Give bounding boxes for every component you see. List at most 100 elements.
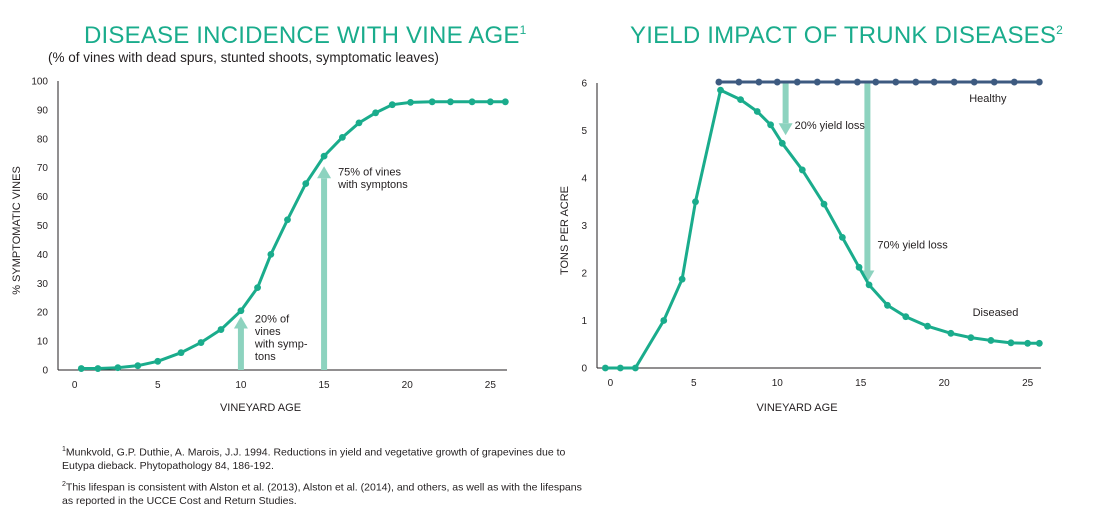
chart1-data-point [355,119,363,127]
chart2-data-point [773,78,781,86]
chart2-y-axis-label: TONS PER ACRE [559,186,571,275]
chart2-title: YIELD IMPACT OF TRUNK DISEASES2 [630,22,1063,50]
chart1-annotation-text-1: vines [255,326,281,338]
footnote-2-text: This lifespan is consistent with Alston … [62,481,582,508]
chart1-x-tick-label: 15 [319,380,331,391]
chart2-x-tick-label: 15 [855,378,867,389]
chart2-x-tick-label: 10 [772,378,784,389]
chart2-data-point [990,78,998,86]
footnote-2: 2This lifespan is consistent with Alston… [62,478,582,509]
chart2-data-point [853,78,861,86]
chart2-x-tick-label: 0 [608,378,614,389]
chart1-annotation-text-2: with symptons [337,179,408,191]
chart1-data-point [134,362,142,370]
chart2-x-tick-label: 25 [1022,378,1034,389]
chart2-data-point [1010,78,1018,86]
chart2-data-point [967,334,975,341]
chart2-data-point [833,78,841,86]
chart2-data-point [947,329,955,337]
chart2-y-tick-label: 4 [581,174,587,185]
chart1-y-tick-label: 10 [37,337,49,348]
chart1-annotation-text-1: 20% of [255,314,290,326]
footnote-1-marker: 1 [62,446,66,453]
chart1-x-axis-label: VINEYARD AGE [220,402,301,414]
chart2-data-point [892,78,900,86]
chart2-data-point [1007,339,1015,347]
chart2-data-point [793,78,801,86]
chart2-data-point [912,78,920,86]
chart1-data-point [114,364,122,372]
chart2-series-label-healthy: Healthy [969,93,1007,105]
chart2-data-point [970,78,978,86]
chart1-data-point [501,98,509,106]
chart1-x-tick-label: 0 [72,380,78,391]
chart1-data-point [237,307,245,315]
chart1-data-point [94,365,102,372]
chart2-data-point [838,233,846,241]
chart1-data-point [407,98,414,106]
footnote-1-text: Munkvold, G.P. Duthie, A. Marois, J.J. 1… [62,446,566,473]
chart2-annotation-text-2: 70% yield loss [877,240,948,252]
chart2-y-tick-label: 2 [581,269,587,280]
chart1-y-tick-label: 50 [37,221,49,232]
chart2-data-point [902,313,910,321]
chart1-data-point [338,133,346,141]
chart1-y-tick-label: 30 [37,279,49,290]
chart2-data-point [778,139,786,147]
chart1-data-point [267,251,275,258]
chart1-annotation-arrowhead-2 [317,166,332,179]
chart1-data-point [77,365,85,372]
chart2-y-tick-label: 5 [581,126,587,137]
chart1-annotation-text-1: with symp- [254,339,308,351]
chart1-data-point [254,284,261,292]
chart2-annotation-arrowhead-1 [778,123,793,136]
yield-chart: 0 1 2 3 4 5 6 0 5 10 15 20 25 VINEYARD AGE TONS PER AC… [559,78,1043,414]
chart1-title-footnote-ref: 1 [519,23,527,37]
chart1-x-tick-label: 25 [485,380,497,391]
chart1-y-tick-label: 90 [37,105,49,116]
chart1-annotation-arrowhead-1 [233,316,248,329]
chart2-data-point [753,108,761,115]
chart1-data-point [197,339,205,346]
chart2-data-point [715,78,723,86]
chart2-y-tick-label: 0 [581,364,587,375]
chart2-data-point [717,86,724,94]
chart2-data-point [855,263,863,271]
chart1-data-point [372,109,380,117]
chart1-x-tick-label: 5 [155,380,161,391]
chart1-data-point [468,98,476,106]
chart2-x-tick-label: 5 [691,378,697,389]
chart2-data-point [755,78,763,86]
chart1-data-point [447,98,454,106]
chart2-data-point [616,364,624,372]
chart1-annotation-text-1: tons [255,351,276,363]
chart1-y-axis-label: % SYMPTOMATIC VINES [11,166,23,295]
chart1-y-tick-label: 80 [37,134,49,145]
chart1-subtitle: (% of vines with dead spurs, stunted sho… [48,50,439,65]
chart1-data-point [302,180,310,187]
chart2-data-point [1035,78,1043,86]
chart2-data-point [678,275,686,283]
chart1-data-point [428,98,436,106]
chart2-data-point [930,78,938,86]
chart2-data-point [872,78,880,86]
chart1-y-tick-label: 0 [42,366,48,377]
chart2-data-point [987,337,995,344]
chart1-title: DISEASE INCIDENCE WITH VINE AGE1 [84,22,527,50]
chart1-data-point [388,101,396,109]
footnote-2-marker: 2 [62,481,66,488]
chart2-data-point [820,200,828,208]
chart2-title-footnote-ref: 2 [1056,23,1063,37]
chart2-data-point [1024,339,1032,347]
chart1-data-point [217,326,225,333]
chart2-data-point [884,301,891,309]
chart1-y-tick-label: 70 [37,163,49,174]
chart2-data-point [865,281,873,289]
chart2-series-label-diseased: Diseased [973,307,1019,319]
chart1-x-tick-label: 10 [235,380,247,391]
chart1-y-tick-label: 100 [31,77,48,88]
chart2-data-point [1035,339,1043,347]
chart1-data-point [177,349,185,357]
chart2-x-axis-label: VINEYARD AGE [756,402,837,414]
